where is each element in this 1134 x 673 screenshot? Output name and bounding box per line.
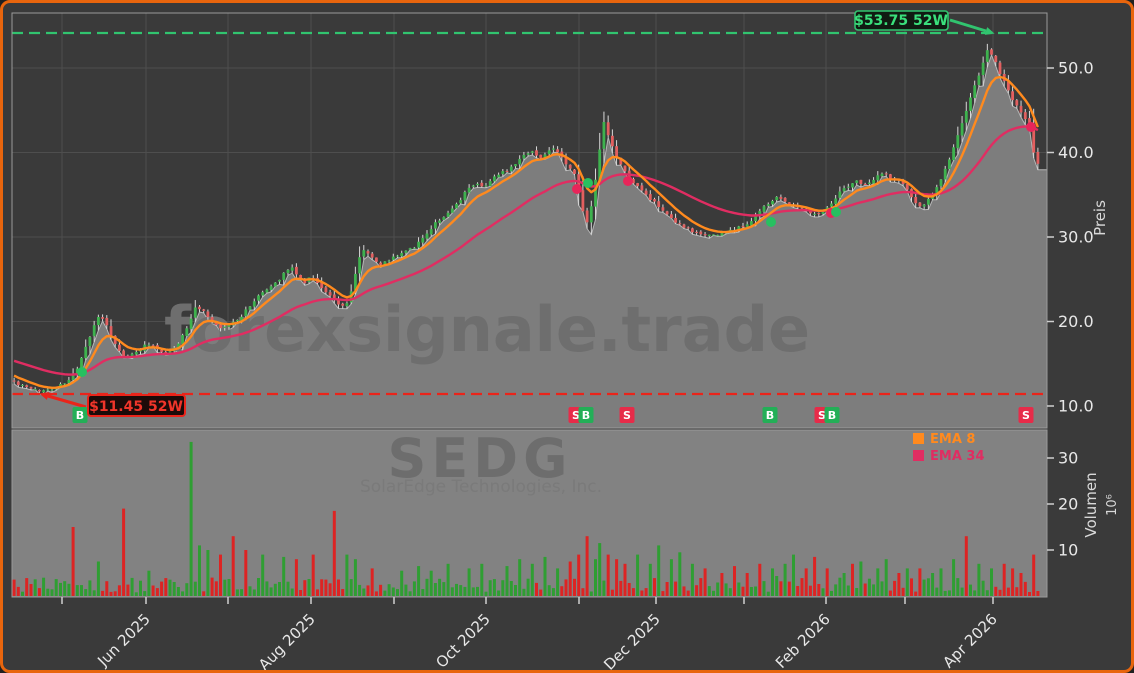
svg-text:10.0: 10.0 (1058, 397, 1094, 416)
signal-badge-b (72, 407, 88, 423)
52w-high-label: $53.75 52W (854, 10, 949, 31)
ema34-legend-swatch (913, 450, 924, 461)
svg-text:B: B (828, 409, 836, 422)
svg-text:30: 30 (1058, 449, 1078, 468)
panel-backgrounds (12, 430, 1047, 597)
legend: EMA 8 EMA 34 (913, 432, 985, 464)
signal-badge-s (1018, 407, 1034, 423)
svg-text:20: 20 (1058, 495, 1078, 514)
ema34-legend-label: EMA 34 (930, 449, 985, 464)
signal-dot (77, 367, 87, 377)
volume-bars (12, 441, 1040, 596)
svg-text:Apr 2026: Apr 2026 (939, 610, 1000, 670)
signal-dot (583, 178, 593, 188)
svg-text:B: B (582, 409, 590, 422)
watermark-ticker-symbol: SEDG (388, 427, 573, 490)
ema-lines (13, 75, 1040, 389)
signal-dot (766, 217, 776, 227)
svg-text:Feb 2026: Feb 2026 (772, 610, 834, 670)
price-axis-title: Preis (1091, 200, 1109, 236)
52w-high-label-box (854, 10, 949, 31)
signal-badge-b (824, 407, 840, 423)
ema8-legend-swatch (913, 433, 924, 444)
svg-text:B: B (766, 409, 774, 422)
svg-text:S: S (623, 409, 631, 422)
signal-dot (572, 184, 582, 194)
watermark-brand: forexsignale.trade (164, 293, 810, 366)
signal-badge-b (578, 407, 594, 423)
signal-badge-s (619, 407, 635, 423)
svg-text:50.0: 50.0 (1058, 59, 1094, 78)
52w-low-label-box (87, 394, 186, 417)
ema8-legend-label: EMA 8 (930, 432, 975, 447)
stock-chart: forexsignale.trade SEDG SolarEdge Techno… (11, 10, 1120, 670)
52w-high-label-text: $53.75 52W (854, 13, 948, 29)
52w-low-label-text: $11.45 52W (89, 399, 183, 415)
signal-dot (623, 176, 633, 186)
svg-text:10: 10 (1058, 541, 1078, 560)
volume-axis-unit: 10⁶ (1105, 494, 1120, 516)
signal-dot (831, 207, 841, 217)
svg-text:40.0: 40.0 (1058, 143, 1094, 162)
price-area-fill (12, 53, 1047, 428)
svg-text:20.0: 20.0 (1058, 312, 1094, 331)
svg-text:S: S (572, 409, 580, 422)
svg-text:B: B (76, 409, 84, 422)
svg-text:S: S (818, 409, 826, 422)
52w-low-label: $11.45 52W (87, 394, 186, 417)
watermark-company-name: SolarEdge Technologies, Inc. (360, 477, 602, 497)
svg-text:Aug 2025: Aug 2025 (255, 610, 319, 670)
volume-axis-title: Volumen (1082, 472, 1100, 537)
svg-text:Dec 2025: Dec 2025 (600, 610, 664, 670)
svg-text:S: S (1022, 409, 1030, 422)
signal-badge-b (762, 407, 778, 423)
ema8-line (13, 75, 1040, 389)
52w-lines (12, 18, 1047, 409)
svg-text:Oct 2025: Oct 2025 (432, 610, 493, 670)
ema34-line (13, 125, 1039, 376)
signal-dot (1026, 122, 1036, 132)
svg-text:30.0: 30.0 (1058, 228, 1094, 247)
svg-text:Jun 2025: Jun 2025 (93, 610, 153, 670)
